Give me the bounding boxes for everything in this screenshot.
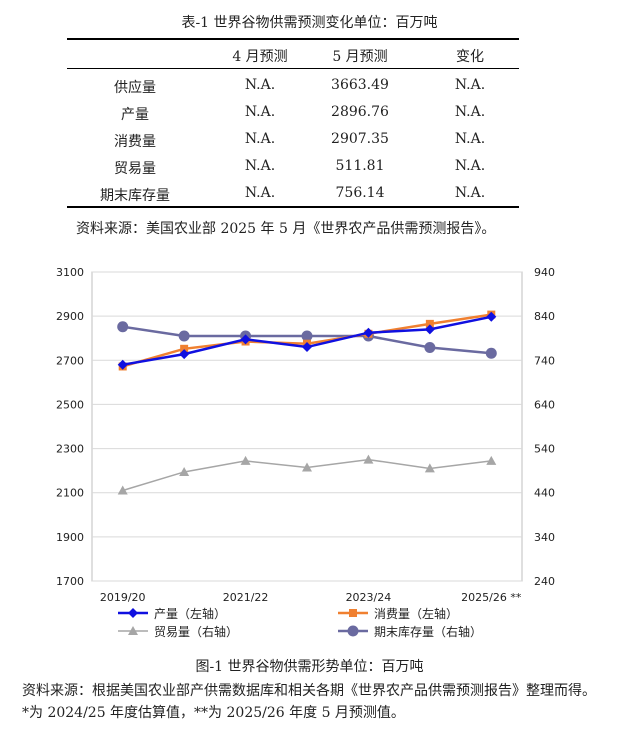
y-left-tick-label: 2300 — [56, 443, 84, 456]
data-point-0 — [363, 327, 374, 338]
table-row-label: 消费量 — [114, 134, 156, 150]
table-header-may: 5 月预测 — [332, 49, 388, 65]
table-cell: N.A. — [454, 185, 486, 201]
x-tick-label: 2023/24 — [346, 591, 392, 604]
data-point-2 — [424, 463, 435, 473]
table-row-label: 产量 — [121, 107, 149, 123]
legend-marker-3 — [347, 625, 359, 637]
y-left-tick-label: 1700 — [56, 575, 84, 588]
x-tick-label: 2025/26 ** — [461, 591, 522, 604]
table-source-note: 资料来源：美国农业部 2025 年 5 月《世界农产品供需预测报告》。 — [76, 221, 496, 237]
data-point-0 — [240, 334, 251, 345]
data-point-0 — [424, 324, 435, 335]
y-left-tick-label: 2700 — [56, 354, 84, 367]
y-right-tick-label: 640 — [534, 398, 555, 411]
table-header-april: 4 月预测 — [232, 49, 288, 65]
data-point-2 — [363, 454, 374, 464]
table-title: 表-1 世界谷物供需预测变化单位：百万吨 — [181, 15, 438, 31]
table-cell: 511.81 — [335, 158, 385, 174]
figure-source-note: 资料来源：根据美国农业部产供需数据库和相关各期《世界农产品供需预测报告》整理而得… — [22, 683, 596, 721]
data-point-1 — [180, 344, 189, 353]
data-point-2 — [117, 485, 128, 495]
y-right-tick-label: 240 — [534, 575, 555, 588]
data-point-1 — [425, 319, 434, 328]
y-left-tick-label: 1900 — [56, 531, 84, 544]
data-point-3 — [485, 347, 497, 359]
y-right-tick-label: 740 — [534, 354, 555, 367]
legend-label-0: 产量（左轴） — [154, 606, 226, 621]
data-point-0 — [117, 359, 128, 370]
table-cell: N.A. — [244, 131, 276, 147]
plot-frame — [91, 271, 523, 582]
data-point-2 — [486, 455, 497, 465]
table-cell: N.A. — [244, 104, 276, 120]
legend-marker-1 — [349, 609, 357, 617]
y-right-tick-label: 340 — [534, 531, 555, 544]
y-left-tick-label: 2900 — [56, 310, 84, 323]
x-tick-label: 2021/22 — [223, 591, 269, 604]
y-right-tick-label: 540 — [534, 443, 555, 456]
data-point-0 — [486, 311, 497, 322]
table-cell: 756.14 — [335, 185, 385, 201]
table-header-rule — [67, 68, 519, 69]
table-bottom-rule — [67, 206, 519, 208]
table-row-label: 供应量 — [114, 80, 156, 96]
data-point-0 — [302, 342, 312, 353]
data-point-3 — [424, 341, 436, 353]
y-right-tick-label: 440 — [534, 487, 555, 500]
legend-marker-2 — [128, 626, 138, 635]
table-cell: 2896.76 — [331, 104, 389, 120]
data-point-2 — [240, 455, 251, 465]
x-tick-label: 2019/20 — [100, 591, 146, 604]
y-left-tick-label: 2500 — [56, 398, 84, 411]
table-row-label: 期末库存量 — [100, 188, 170, 204]
table-cell: 3663.49 — [331, 77, 389, 93]
table-cell: N.A. — [454, 131, 486, 147]
data-point-3 — [178, 330, 190, 342]
data-point-3 — [301, 330, 313, 342]
legend-label-2: 贸易量（右轴） — [154, 624, 238, 639]
figure-title: 图-1 世界谷物供需形势单位：百万吨 — [195, 659, 424, 675]
legend-label-1: 消费量（左轴） — [374, 606, 458, 621]
y-left-tick-label: 2100 — [56, 487, 84, 500]
data-point-2 — [179, 466, 190, 476]
y-left-tick-label: 3100 — [56, 266, 84, 279]
table-cell: 2907.35 — [331, 131, 389, 147]
table-cell: N.A. — [244, 185, 276, 201]
data-point-3 — [117, 321, 129, 333]
line-chart: 1700 240 1900 340 2100 440 2300 540 2500 640 2700 7… — [56, 266, 555, 639]
table-cell: N.A. — [244, 158, 276, 174]
table-top-rule — [67, 38, 519, 40]
y-right-tick-label: 940 — [534, 266, 555, 279]
data-point-0 — [179, 349, 190, 360]
table-cell: N.A. — [454, 77, 486, 93]
table-cell: N.A. — [244, 77, 276, 93]
legend-label-3: 期末库存量（右轴） — [374, 624, 482, 639]
y-right-tick-label: 840 — [534, 310, 555, 323]
table-cell: N.A. — [454, 104, 486, 120]
data-point-2 — [302, 462, 312, 472]
table-header-change: 变化 — [456, 49, 484, 65]
table-row-label: 贸易量 — [114, 161, 156, 177]
legend-marker-0 — [128, 608, 138, 618]
table-cell: N.A. — [454, 158, 486, 174]
